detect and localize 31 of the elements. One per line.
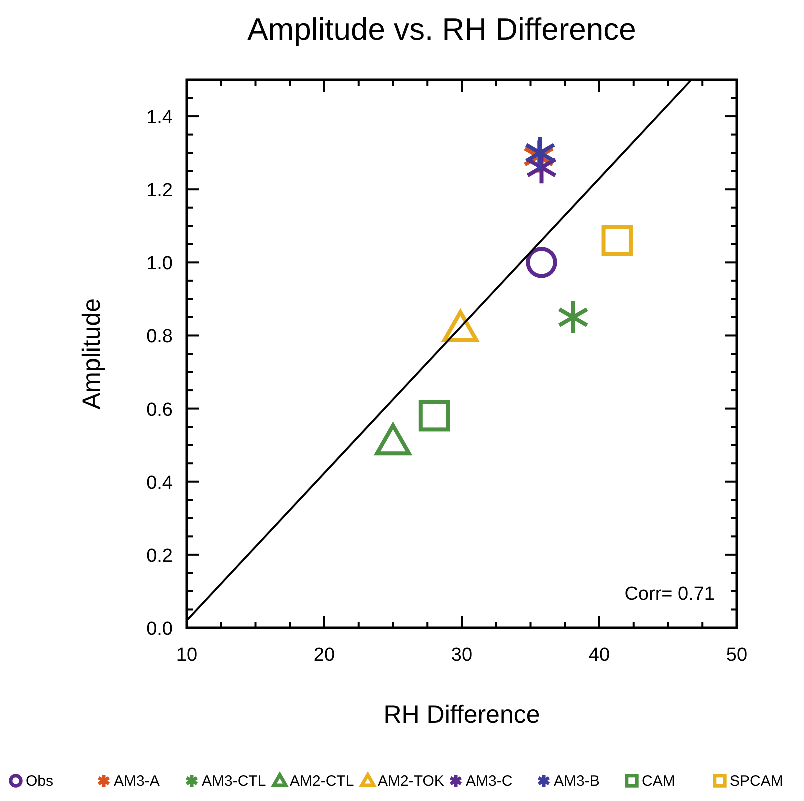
legend-label: AM3-B xyxy=(554,773,600,790)
x-tick-label: 50 xyxy=(726,645,748,666)
x-tick-label: 20 xyxy=(314,645,336,666)
x-tick-label: 30 xyxy=(451,645,473,666)
annotation: Corr= 0.71 xyxy=(624,584,715,605)
y-tick-label: 0.2 xyxy=(146,546,173,567)
y-tick-label: 0.0 xyxy=(146,619,173,640)
point xyxy=(418,400,450,432)
legend-label: AM2-TOK xyxy=(378,773,444,790)
legend-label: AM3-CTL xyxy=(202,773,266,790)
legend-label: AM2-CTL xyxy=(290,773,354,790)
y-tick-label: 0.8 xyxy=(146,326,173,348)
y-tick-label: 1.4 xyxy=(146,108,174,129)
y-tick-label: 1.2 xyxy=(146,180,173,202)
point xyxy=(526,247,558,278)
legend-label: AM3-A xyxy=(114,773,160,790)
x-tick-label: 40 xyxy=(588,645,610,666)
point xyxy=(558,301,588,334)
x-axis-title: RH Difference xyxy=(384,701,540,729)
y-axis-title: Amplitude xyxy=(78,298,106,410)
legend-label: CAM xyxy=(642,773,676,790)
chart-title: Amplitude vs. RH Difference xyxy=(248,12,636,47)
y-tick-label: 0.6 xyxy=(146,400,173,421)
legend-label: AM3-C xyxy=(466,773,513,790)
legend-label: Obs xyxy=(26,773,54,790)
y-tick-label: 1.0 xyxy=(146,254,173,275)
point xyxy=(602,225,633,256)
legend-label: SPCAM xyxy=(730,773,784,790)
y-tick-label: 0.4 xyxy=(146,472,174,494)
x-tick-label: 10 xyxy=(176,645,198,666)
point xyxy=(375,424,412,456)
